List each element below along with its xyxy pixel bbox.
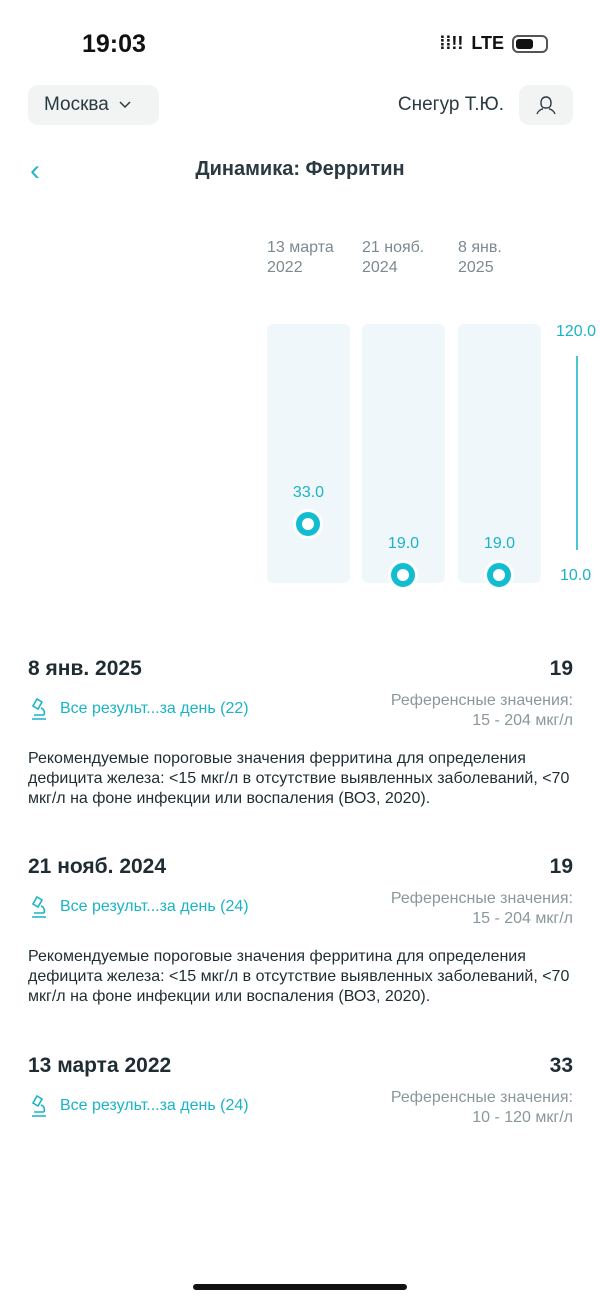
- city-selector[interactable]: Москва: [28, 85, 159, 125]
- entry-date: 13 марта 2022: [28, 1054, 172, 1077]
- date-label: 13 марта 2022: [267, 239, 334, 276]
- value-label: 19.0: [483, 535, 516, 552]
- status-time: 19:03: [82, 30, 146, 58]
- all-results-label: Все результ...за день (24): [60, 1097, 249, 1114]
- data-point[interactable]: [487, 563, 511, 587]
- entry-date: 21 нояб. 2024: [28, 855, 167, 878]
- profile-button[interactable]: [519, 85, 573, 125]
- microscope-icon: [31, 697, 46, 720]
- entry-note: Рекомендуемые пороговые значения феррити…: [28, 750, 570, 807]
- y-axis-line: [576, 356, 578, 550]
- battery-icon: [512, 34, 548, 53]
- date-column[interactable]: [458, 324, 541, 583]
- date-label: 8 янв. 2025: [458, 239, 502, 276]
- result-entry: 21 нояб. 2024 19 Все результ...за день (…: [28, 855, 573, 1005]
- all-results-link[interactable]: Все результ...за день (22): [28, 697, 249, 721]
- entry-value: 33: [549, 1054, 573, 1077]
- value-label: 19.0: [387, 535, 420, 552]
- city-label: Москва: [44, 94, 109, 115]
- signal-icon: ⁞⁞!!: [439, 33, 464, 53]
- result-entry: 8 янв. 2025 19 Все результ...за день (22…: [28, 657, 573, 807]
- chevron-down-icon: [119, 101, 131, 109]
- entry-date: 8 янв. 2025: [28, 657, 142, 680]
- user-icon: [536, 96, 556, 115]
- all-results-link[interactable]: Все результ...за день (24): [28, 1094, 249, 1118]
- reference-values: Референсные значения: 15 - 204 мкг/л: [390, 890, 573, 927]
- date-column[interactable]: [267, 324, 350, 583]
- value-label: 33.0: [292, 484, 325, 502]
- all-results-label: Все результ...за день (22): [60, 700, 249, 717]
- data-point[interactable]: [391, 563, 415, 587]
- back-button[interactable]: ‹: [30, 154, 40, 187]
- y-axis-min: 10.0: [560, 567, 592, 584]
- home-indicator: [193, 1284, 407, 1290]
- status-icons: ⁞⁞!! LTE: [439, 33, 548, 54]
- date-label: 21 нояб. 2024: [362, 239, 425, 276]
- reference-values: Референсные значения: 15 - 204 мкг/л: [390, 692, 573, 729]
- microscope-icon: [31, 1094, 46, 1117]
- data-point[interactable]: [296, 512, 320, 537]
- user-name[interactable]: Снегур Т.Ю.: [397, 94, 504, 115]
- y-axis-max: 120.0: [556, 323, 597, 340]
- entry-value: 19: [549, 855, 573, 878]
- all-results-label: Все результ...за день (24): [60, 898, 249, 915]
- reference-values: Референсные значения: 10 - 120 мкг/л: [390, 1089, 573, 1126]
- result-entry: 13 марта 2022 33 Все результ...за день (…: [28, 1054, 573, 1126]
- page-title: Динамика: Ферритин: [195, 158, 405, 180]
- microscope-icon: [31, 895, 46, 918]
- date-column[interactable]: [362, 324, 445, 583]
- entry-note: Рекомендуемые пороговые значения феррити…: [28, 948, 570, 1005]
- all-results-link[interactable]: Все результ...за день (24): [28, 895, 249, 919]
- entry-value: 19: [549, 657, 573, 680]
- network-label: LTE: [471, 33, 504, 53]
